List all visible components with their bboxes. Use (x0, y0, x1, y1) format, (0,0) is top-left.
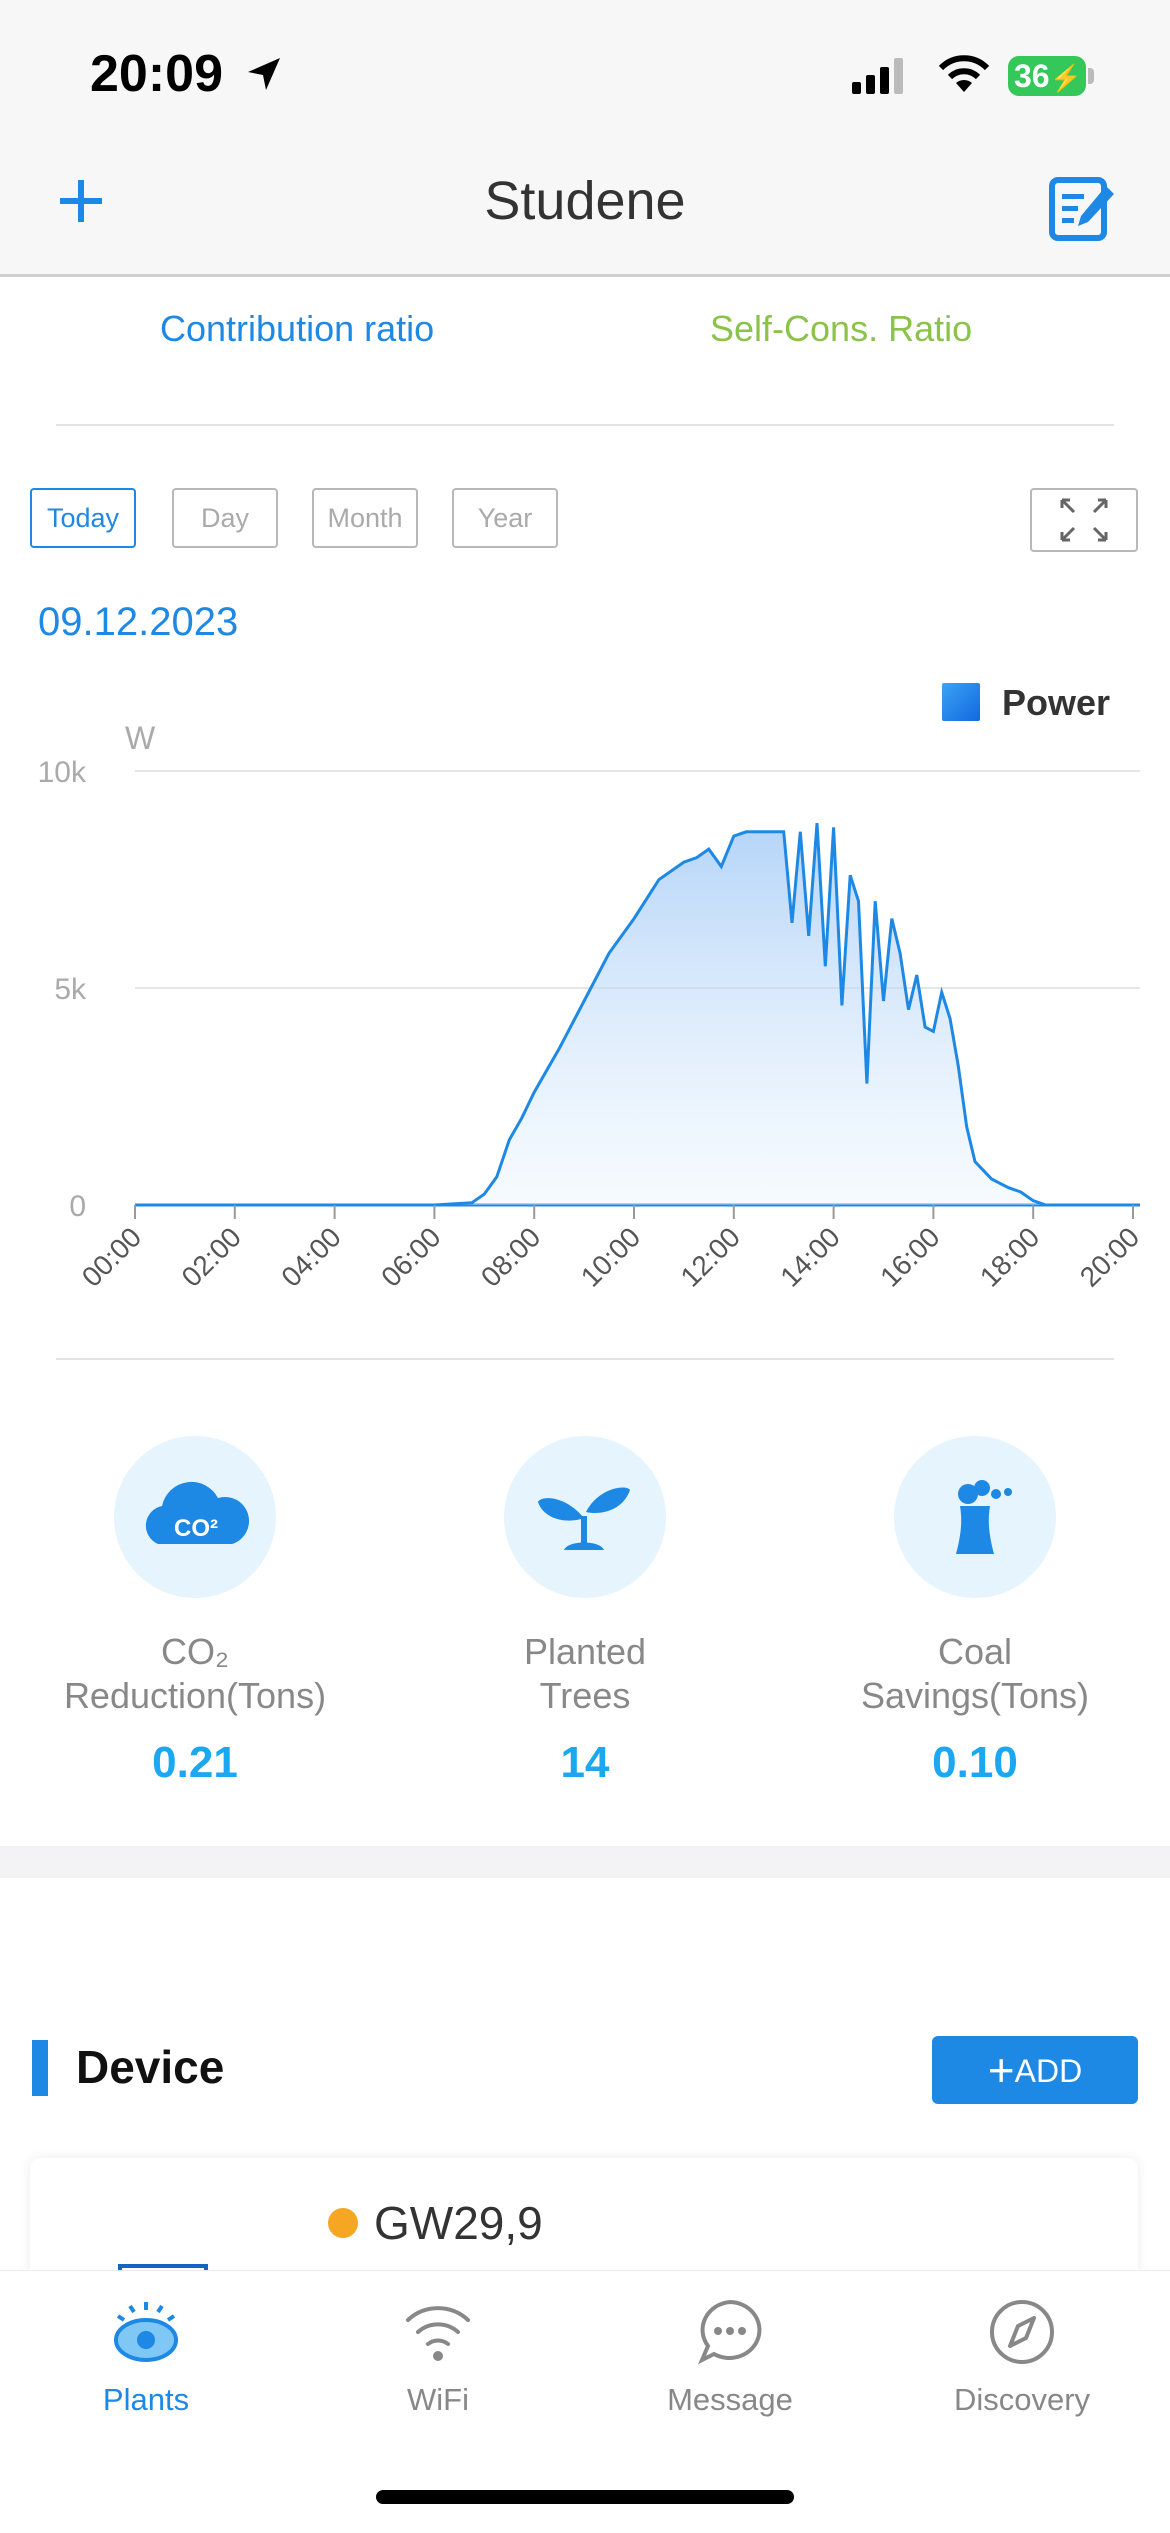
tab-self-cons-ratio[interactable]: Self-Cons. Ratio (710, 308, 973, 349)
device-status-dot (328, 2208, 358, 2238)
status-bar (0, 0, 1170, 140)
x-tick-label: 16:00 (874, 1221, 945, 1292)
compass-icon (990, 2300, 1054, 2364)
trees-label: Planted Trees (425, 1630, 745, 1718)
coal-label: Coal Savings(Tons) (815, 1630, 1135, 1718)
co2-value: 0.21 (152, 1738, 238, 1787)
device-name: GW29,9 (374, 2197, 543, 2249)
coal-label-line1: Coal (937, 1631, 1013, 1672)
battery-indicator: 36⚡ (1008, 56, 1086, 96)
x-tick-label: 12:00 (675, 1221, 746, 1292)
cell-signal-icon (852, 58, 903, 94)
svg-text:CO²: CO² (174, 1515, 218, 1542)
tab-message-label: Message (667, 2382, 793, 2417)
tab-plants[interactable]: Plants (26, 2290, 266, 2440)
add-device-label: ADD (1014, 2053, 1083, 2089)
device-card[interactable] (30, 2158, 1138, 2278)
tab-wifi[interactable]: WiFi (318, 2290, 558, 2440)
power-plant-icon (956, 1480, 1012, 1554)
x-tick-label: 02:00 (176, 1221, 247, 1292)
plants-eye-icon (114, 2302, 178, 2362)
coal-value: 0.10 (932, 1738, 1018, 1787)
tab-discovery[interactable]: Discovery (902, 2290, 1142, 2440)
trees-label-line1: Planted (523, 1631, 647, 1672)
fullscreen-button[interactable] (1030, 488, 1138, 552)
x-tick-label: 20:00 (1074, 1221, 1145, 1292)
section-separator (0, 1846, 1170, 1878)
charging-bolt-icon: ⚡ (1049, 63, 1082, 93)
x-tick-label: 10:00 (575, 1221, 646, 1292)
home-indicator (376, 2490, 794, 2504)
legend-swatch (942, 683, 980, 721)
location-arrow-icon (248, 58, 280, 90)
tab-discovery-label: Discovery (953, 2382, 1091, 2417)
divider (56, 1358, 1114, 1360)
sprout-icon (538, 1487, 630, 1550)
y-tick-label: 5k (54, 973, 87, 1006)
message-icon (698, 2299, 762, 2365)
x-tick-label: 18:00 (974, 1221, 1045, 1292)
co2-label: CO₂ Reduction(Tons) (35, 1630, 355, 1718)
tab-contribution-ratio[interactable]: Contribution ratio (160, 308, 435, 349)
x-tick-label: 04:00 (275, 1221, 346, 1292)
divider (56, 424, 1114, 426)
battery-tip (1088, 68, 1094, 84)
wifi-status-icon (938, 55, 990, 92)
x-tick-label: 14:00 (774, 1221, 845, 1292)
status-time: 20:09 (90, 45, 223, 103)
add-device-button[interactable]: +ADD (932, 2036, 1138, 2104)
y-tick-label: 10k (38, 756, 87, 789)
period-today-button[interactable]: Today (30, 488, 136, 548)
tab-message[interactable]: Message (610, 2290, 850, 2440)
x-tick-label: 08:00 (475, 1221, 546, 1292)
y-axis-unit: W (125, 720, 156, 756)
co2-cloud-icon: CO² (145, 1481, 250, 1544)
expand-icon (1060, 498, 1108, 542)
period-year-button[interactable]: Year (452, 488, 558, 548)
add-plant-button[interactable] (56, 176, 106, 226)
wifi-icon (406, 2306, 470, 2361)
battery-level: 36 (1014, 58, 1050, 94)
co2-label-line2: Reduction(Tons) (63, 1675, 327, 1716)
power-area (135, 823, 1133, 1205)
trees-stat-circle (504, 1436, 666, 1598)
power-chart[interactable]: W 10k 5k 0 00:00 02:00 04:00 06:00 08:00 10:00 1… (0, 700, 1170, 1360)
co2-label-line1: CO₂ (161, 1631, 229, 1672)
plus-icon: + (987, 2044, 1015, 2096)
device-section-title: Device (76, 2041, 225, 2093)
tab-plants-label: Plants (102, 2382, 190, 2417)
period-day-button[interactable]: Day (172, 488, 278, 548)
co2-stat-circle: CO² (114, 1436, 276, 1598)
date-label: 09.12.2023 (38, 600, 239, 644)
x-tick-label: 06:00 (375, 1221, 446, 1292)
coal-label-line2: Savings(Tons) (860, 1675, 1090, 1716)
coal-stat-circle (894, 1436, 1056, 1598)
legend-label: Power (1002, 682, 1111, 723)
x-tick-label: 00:00 (76, 1221, 147, 1292)
trees-label-line2: Trees (539, 1675, 631, 1716)
y-tick-label: 0 (69, 1190, 86, 1223)
nav-bar (0, 140, 1170, 277)
section-accent-bar (32, 2040, 48, 2096)
trees-value: 14 (560, 1738, 610, 1787)
period-month-button[interactable]: Month (312, 488, 418, 548)
tab-wifi-label: WiFi (407, 2382, 469, 2417)
edit-icon[interactable] (1046, 172, 1118, 244)
tab-bar (0, 2270, 1170, 2533)
power-line (135, 822, 1133, 1207)
